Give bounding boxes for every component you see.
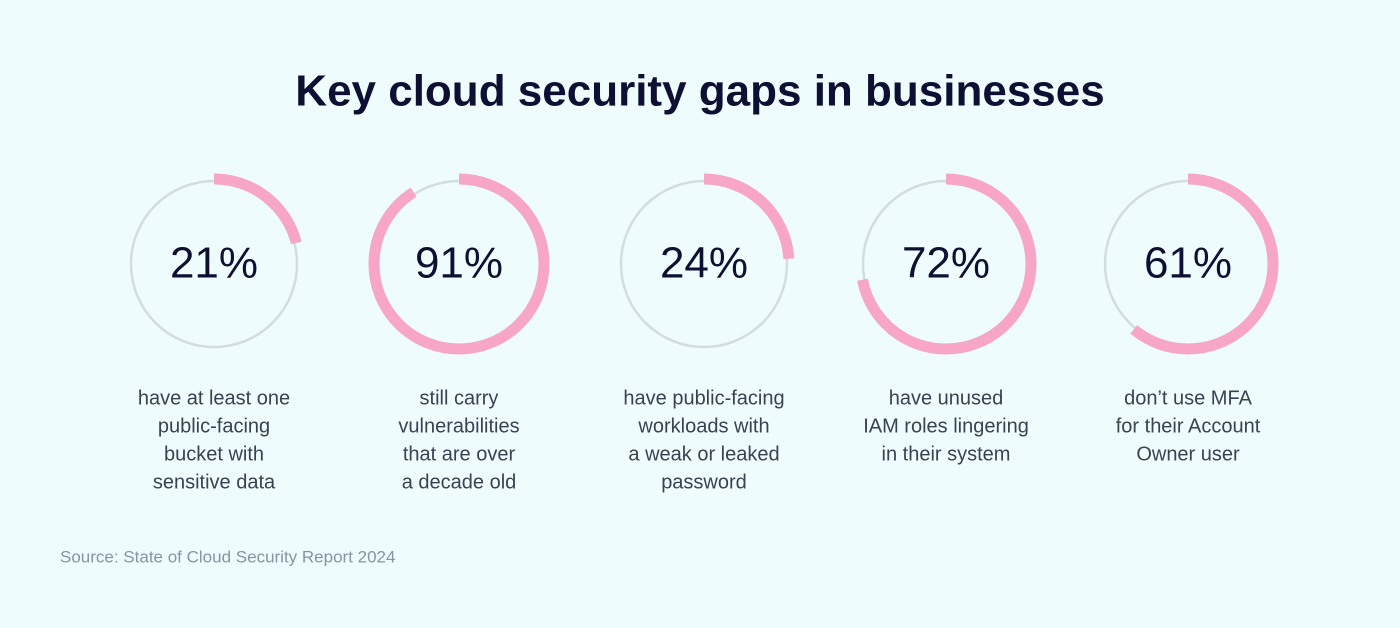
value-label: 91% [415, 239, 503, 288]
description-line: have public-facing [623, 387, 784, 409]
description-line: a weak or leaked [628, 443, 779, 465]
description-line: still carry [420, 387, 499, 409]
value-label: 61% [1144, 239, 1232, 288]
ring-arc [368, 173, 550, 355]
description-line: for their Account [1116, 415, 1261, 437]
description-line: workloads with [637, 415, 769, 437]
source: Source: State of Cloud Security Report 2… [60, 547, 395, 566]
description-line: a decade old [402, 471, 517, 493]
description-line: public-facing [158, 415, 270, 437]
description-line: vulnerabilities [398, 415, 519, 437]
ring-arc [123, 173, 305, 355]
description-line: have at least one [138, 387, 290, 409]
description-line: sensitive data [153, 471, 276, 493]
value-label: 21% [170, 239, 258, 288]
ring-arc [855, 173, 1037, 355]
description-line: that are over [403, 443, 516, 465]
chart-title: Key cloud security gaps in businesses [295, 67, 1104, 116]
value-label: 72% [902, 239, 990, 288]
description-line: IAM roles lingering [863, 415, 1029, 437]
value-label: 24% [660, 239, 748, 288]
description-line: have unused [889, 387, 1004, 409]
ring-arc [1097, 173, 1279, 355]
description-line: in their system [882, 443, 1011, 465]
description-line: don’t use MFA [1124, 387, 1253, 409]
description-line: bucket with [164, 443, 264, 465]
description-line: Owner user [1136, 443, 1240, 465]
description-line: password [661, 471, 747, 493]
ring-arc [613, 173, 795, 355]
